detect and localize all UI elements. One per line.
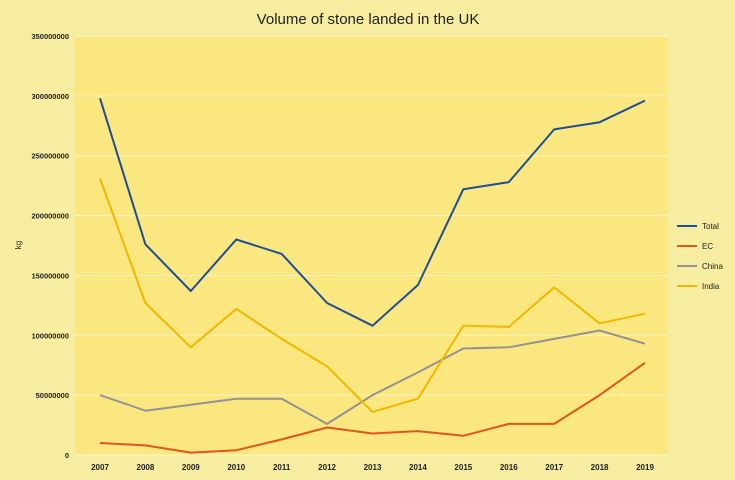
legend: Total EC China India — [677, 222, 723, 291]
legend-label: India — [702, 282, 720, 291]
y-tick-label: 0 — [65, 451, 69, 460]
y-tick-label: 150000000 — [31, 271, 69, 280]
y-axis-label: kg — [14, 241, 23, 249]
legend-label: China — [702, 262, 723, 271]
x-tick-label: 2017 — [545, 463, 563, 472]
chart-title: Volume of stone landed in the UK — [257, 11, 480, 28]
x-tick-label: 2009 — [182, 463, 200, 472]
x-tick-label: 2016 — [500, 463, 518, 472]
x-tick-label: 2019 — [636, 463, 654, 472]
y-tick-label: 300000000 — [31, 92, 69, 101]
grid-lines — [75, 35, 668, 456]
series-line-ec — [99, 361, 646, 454]
y-tick-label: 350000000 — [31, 32, 69, 41]
y-tick-label: 50000000 — [36, 391, 69, 400]
legend-label: Total — [702, 222, 719, 231]
series-line-china — [99, 329, 646, 425]
x-tick-label: 2018 — [591, 463, 609, 472]
y-tick-label: 100000000 — [31, 331, 69, 340]
x-tick-label: 2014 — [409, 463, 427, 472]
x-tick-label: 2010 — [227, 463, 245, 472]
x-axis-ticks: 2007 2008 2009 2010 2011 2012 2013 2014 2015 2016… — [91, 463, 654, 472]
series-lines — [99, 98, 646, 454]
y-tick-label: 250000000 — [31, 152, 69, 161]
x-tick-label: 2012 — [318, 463, 336, 472]
y-axis-ticks: 0 50000000 100000000 150000000 200000000 2500… — [31, 32, 69, 460]
x-tick-label: 2013 — [364, 463, 382, 472]
plot-area — [75, 36, 668, 455]
x-tick-label: 2007 — [91, 463, 109, 472]
legend-label: EC — [702, 242, 713, 251]
y-tick-label: 200000000 — [31, 212, 69, 221]
x-tick-label: 2015 — [454, 463, 472, 472]
x-tick-label: 2011 — [273, 463, 291, 472]
series-line-total — [99, 98, 646, 327]
series-line-india — [99, 178, 646, 413]
x-tick-label: 2008 — [137, 463, 155, 472]
